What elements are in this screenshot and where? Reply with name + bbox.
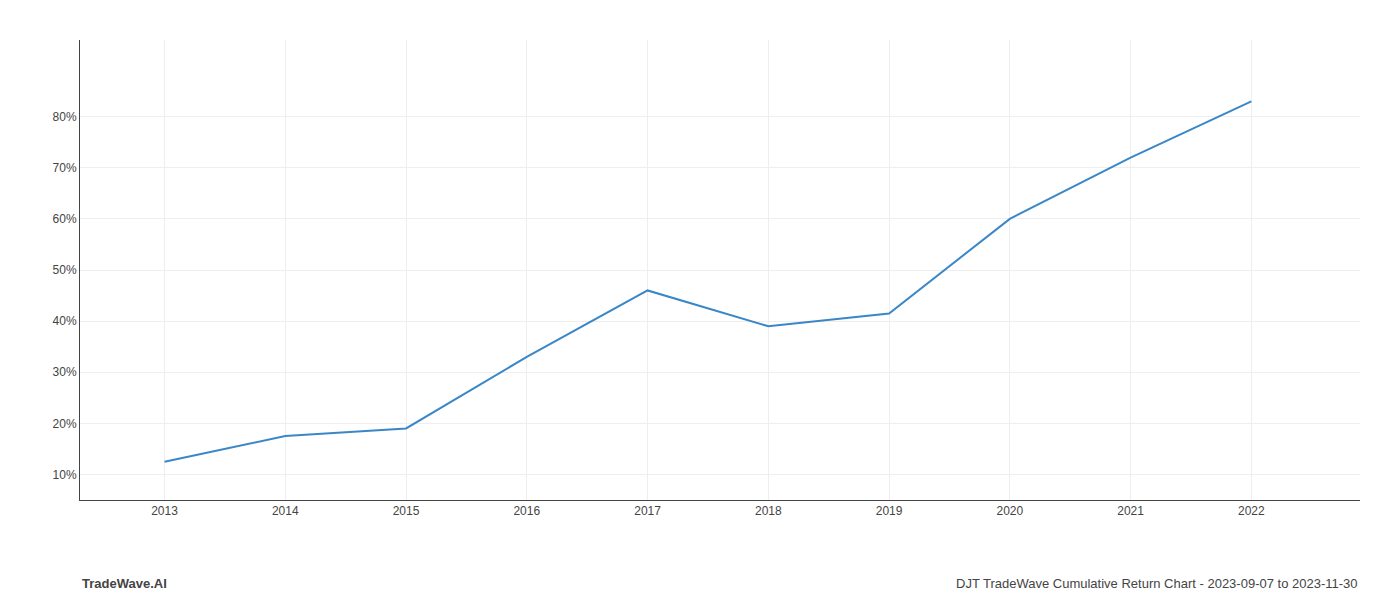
svg-text:2016: 2016 bbox=[513, 504, 540, 518]
svg-text:60%: 60% bbox=[53, 212, 77, 226]
svg-text:TradeWave.AI: TradeWave.AI bbox=[82, 576, 167, 591]
svg-text:30%: 30% bbox=[53, 365, 77, 379]
svg-text:2019: 2019 bbox=[876, 504, 903, 518]
svg-text:2015: 2015 bbox=[393, 504, 420, 518]
svg-text:2018: 2018 bbox=[755, 504, 782, 518]
svg-text:DJT TradeWave Cumulative Retur: DJT TradeWave Cumulative Return Chart - … bbox=[956, 576, 1358, 591]
svg-text:10%: 10% bbox=[53, 468, 77, 482]
svg-text:70%: 70% bbox=[53, 161, 77, 175]
svg-text:2013: 2013 bbox=[151, 504, 178, 518]
svg-text:2021: 2021 bbox=[1117, 504, 1144, 518]
svg-text:80%: 80% bbox=[53, 110, 77, 124]
svg-text:2014: 2014 bbox=[272, 504, 299, 518]
svg-text:2022: 2022 bbox=[1238, 504, 1265, 518]
svg-text:20%: 20% bbox=[53, 417, 77, 431]
svg-text:40%: 40% bbox=[53, 314, 77, 328]
svg-text:2020: 2020 bbox=[996, 504, 1023, 518]
svg-text:2017: 2017 bbox=[634, 504, 661, 518]
svg-text:50%: 50% bbox=[53, 263, 77, 277]
